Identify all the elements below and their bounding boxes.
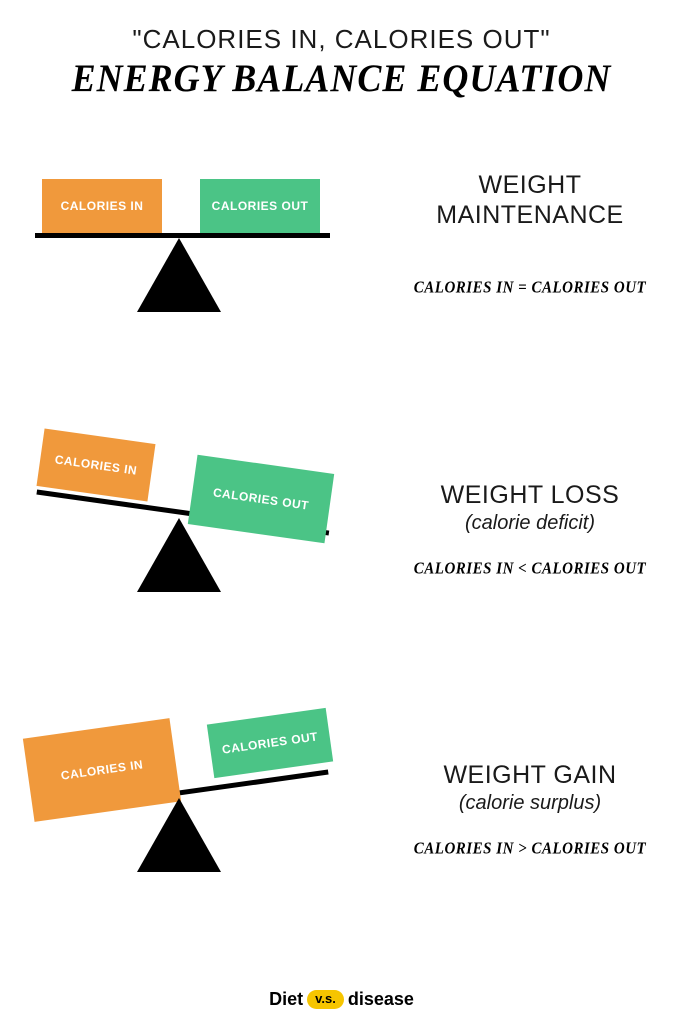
fulcrum-icon [137,518,221,592]
fulcrum-icon [137,238,221,312]
row-text: WEIGHT GAIN(calorie surplus) CALORIES IN … [400,760,660,858]
brand-word2: disease [348,989,414,1010]
brand-vs: v.s. [307,990,344,1009]
scale-diagram: CALORIES INCALORIES OUT [0,700,380,940]
footer: Diet v.s. disease [0,989,683,1010]
calories-out-box: CALORIES OUT [200,179,320,233]
row-text: WEIGHT LOSS(calorie deficit) CALORIES IN … [400,480,660,578]
row-heading: WEIGHT LOSS [400,480,660,510]
fulcrum-icon [137,798,221,872]
row-equation: CALORIES IN > CALORIES OUT [400,840,660,860]
header: "CALORIES IN, CALORIES OUT" ENERGY BALAN… [0,0,683,99]
title-line2: ENERGY BALANCE EQUATION [0,55,683,101]
row-subheading: (calorie deficit) [400,512,660,535]
row-heading: WEIGHT GAIN [400,760,660,790]
scale-row-2: CALORIES INCALORIES OUTWEIGHT LOSS(calor… [0,420,683,660]
calories-in-box: CALORIES IN [37,428,156,501]
row-heading: WEIGHT MAINTENANCE [400,170,660,230]
scale-row-1: CALORIES IN CALORIES OUT WEIGHT MAINTENANC… [0,140,683,380]
row-text: WEIGHT MAINTENANCE CALORIES IN = CALORIES… [400,170,660,297]
calories-out-box: CALORIES OUT [207,708,333,778]
scale-diagram: CALORIES IN CALORIES OUT [0,140,380,380]
row-subheading: (calorie surplus) [400,792,660,815]
scale-diagram: CALORIES INCALORIES OUT [0,420,380,660]
row-equation: CALORIES IN = CALORIES OUT [400,279,660,299]
row-equation: CALORIES IN < CALORIES OUT [400,560,660,580]
calories-in-box: CALORIES IN [42,179,162,233]
title-line1: "CALORIES IN, CALORIES OUT" [0,24,683,55]
brand: Diet v.s. disease [269,989,414,1010]
scale-row-3: CALORIES INCALORIES OUTWEIGHT GAIN(calor… [0,700,683,940]
brand-word1: Diet [269,989,303,1010]
